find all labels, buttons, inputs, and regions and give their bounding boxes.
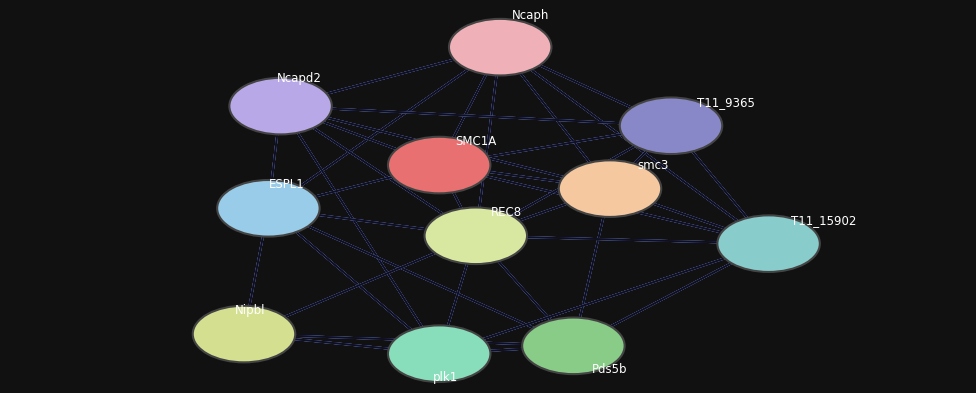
Ellipse shape xyxy=(388,325,491,382)
Text: plk1: plk1 xyxy=(432,371,458,384)
Text: Ncapd2: Ncapd2 xyxy=(276,72,321,85)
Text: REC8: REC8 xyxy=(491,206,522,219)
Text: SMC1A: SMC1A xyxy=(455,135,497,148)
Ellipse shape xyxy=(449,19,551,75)
Text: Ncaph: Ncaph xyxy=(512,9,549,22)
Ellipse shape xyxy=(193,306,296,362)
Ellipse shape xyxy=(425,208,527,264)
Ellipse shape xyxy=(229,78,332,134)
Text: Nipbl: Nipbl xyxy=(235,304,265,317)
Ellipse shape xyxy=(388,137,491,193)
Text: smc3: smc3 xyxy=(637,158,669,172)
Text: ESPL1: ESPL1 xyxy=(268,178,305,191)
Ellipse shape xyxy=(717,215,820,272)
Ellipse shape xyxy=(522,318,625,374)
Ellipse shape xyxy=(218,180,320,237)
Ellipse shape xyxy=(558,160,662,217)
Text: T11_15902: T11_15902 xyxy=(791,213,856,227)
Ellipse shape xyxy=(620,97,722,154)
Text: Pds5b: Pds5b xyxy=(592,363,628,376)
Text: T11_9365: T11_9365 xyxy=(697,95,754,109)
